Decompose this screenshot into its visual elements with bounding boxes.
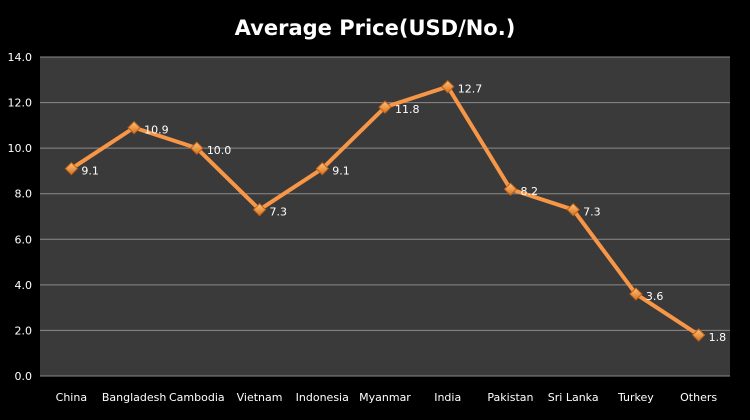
data-label: 1.8 [709, 331, 727, 344]
data-label: 10.9 [144, 124, 169, 137]
y-tick-label: 6.0 [15, 233, 33, 246]
data-label: 9.1 [332, 165, 350, 178]
data-point-marker [64, 161, 79, 176]
x-category-label: Pakistan [487, 391, 533, 404]
data-point-marker [441, 79, 455, 94]
data-label: 10.0 [207, 144, 232, 157]
gridlines [40, 56, 730, 377]
x-category-label: Others [680, 391, 717, 404]
data-point-marker [566, 202, 580, 217]
x-category-label: India [434, 391, 461, 404]
data-point-marker [252, 202, 267, 217]
y-tick-label: 2.0 [15, 324, 33, 337]
data-point-marker [691, 328, 706, 342]
x-axis-categories: China Bangladesh Cambodia Vietnam Indonesia M… [56, 391, 718, 404]
data-point-marker [503, 182, 518, 196]
data-point-marker [127, 120, 141, 135]
x-category-label: Sri Lanka [548, 391, 599, 404]
x-category-label: Bangladesh [102, 391, 167, 404]
x-category-label: Myanmar [359, 391, 411, 404]
data-point-marker [378, 100, 392, 114]
data-point-marker [190, 141, 204, 155]
y-tick-label: 4.0 [15, 279, 33, 292]
series-layer: 9.1 10.9 10.0 7.3 9.1 11.8 12.7 8.2 7.3 3.6 1.8 [64, 79, 727, 344]
data-point-marker [629, 287, 643, 301]
y-tick-label: 12.0 [8, 97, 33, 110]
x-category-label: China [56, 391, 87, 404]
data-label: 8.2 [520, 185, 538, 198]
data-label: 11.8 [395, 103, 420, 116]
x-category-label: Indonesia [296, 391, 349, 404]
y-tick-label: 10.0 [8, 142, 33, 155]
x-category-label: Vietnam [237, 391, 283, 404]
data-label: 3.6 [646, 290, 664, 303]
data-point-marker [315, 161, 329, 176]
x-category-label: Turkey [617, 391, 654, 404]
data-label: 7.3 [583, 206, 601, 219]
y-axis-ticks: 0.0 2.0 4.0 6.0 8.0 10.0 12.0 14.0 [8, 51, 33, 383]
x-category-label: Cambodia [169, 391, 225, 404]
data-label: 12.7 [458, 83, 483, 96]
data-label: 9.1 [81, 165, 99, 178]
data-label: 7.3 [270, 206, 288, 219]
y-tick-label: 0.0 [15, 370, 33, 383]
y-tick-label: 14.0 [8, 51, 33, 64]
y-tick-label: 8.0 [15, 188, 33, 201]
chart-title: Average Price(USD/No.) [235, 16, 516, 40]
